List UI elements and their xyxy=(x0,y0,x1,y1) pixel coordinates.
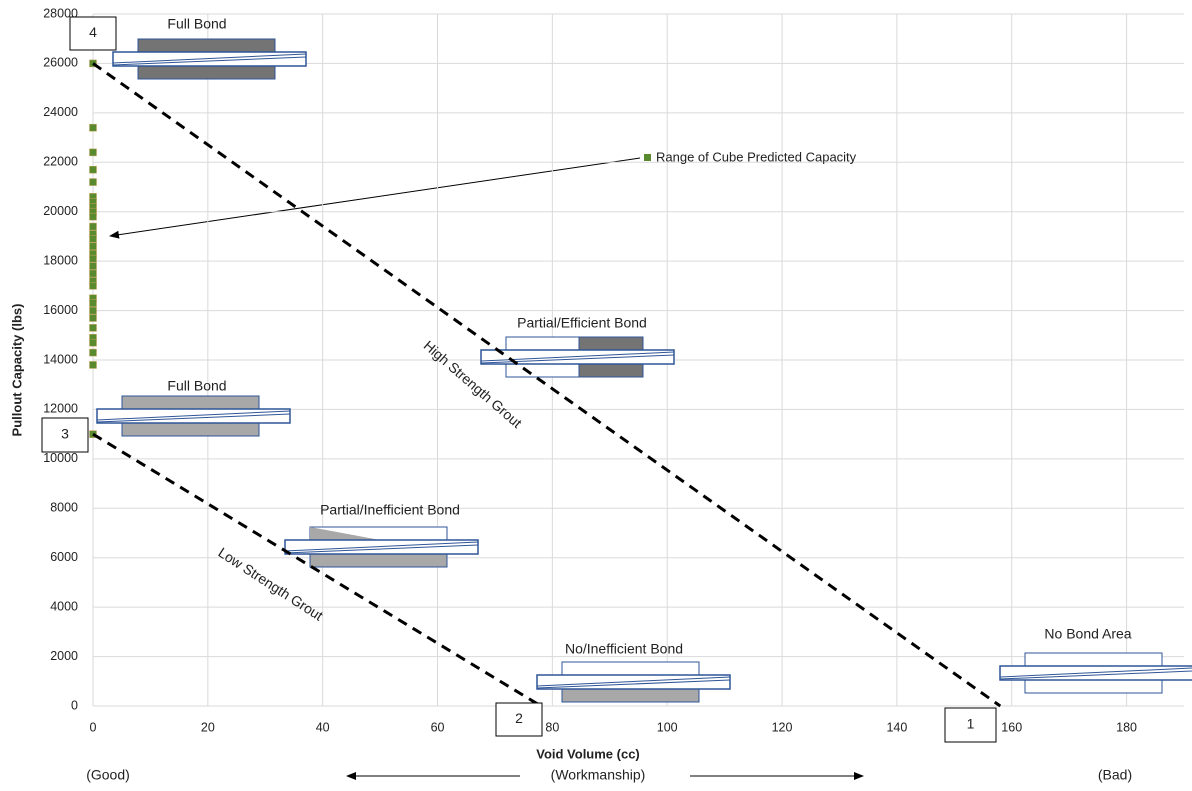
point-label: 1 xyxy=(967,716,975,732)
annotation: Partial/Efficient Bond xyxy=(517,315,647,331)
y-tick-label: 6000 xyxy=(50,550,78,564)
label-box xyxy=(41,417,89,453)
data-point xyxy=(89,123,97,132)
bond-block xyxy=(578,363,644,378)
rebar-rib xyxy=(284,541,479,552)
bond-block xyxy=(1024,652,1163,667)
bond-block xyxy=(121,395,260,410)
arrow xyxy=(109,157,641,239)
y-tick-label: 22000 xyxy=(43,155,78,169)
data-point xyxy=(89,269,97,278)
y-tick-label: 8000 xyxy=(50,501,78,515)
data-point xyxy=(89,306,97,315)
y-tick-label: 10000 xyxy=(43,451,78,465)
data-point xyxy=(89,254,97,263)
x-tick-label: 100 xyxy=(657,720,678,734)
label-box xyxy=(69,16,117,51)
data-point xyxy=(89,338,97,347)
annotation: (Workmanship) xyxy=(551,767,646,783)
point-label: 3 xyxy=(61,426,69,442)
annotation: No/Inefficient Bond xyxy=(565,641,683,657)
rebar-rib xyxy=(96,413,291,423)
annotation: Full Bond xyxy=(167,378,226,394)
rebar-rib xyxy=(999,670,1192,680)
x-axis-title: Void Volume (cc) xyxy=(536,746,640,761)
x-tick-label: 80 xyxy=(545,720,559,734)
rebar-rib xyxy=(999,667,1192,678)
bond-block xyxy=(561,688,700,703)
x-tick-label: 20 xyxy=(201,720,215,734)
y-tick-label: 26000 xyxy=(43,56,78,70)
legend-marker xyxy=(644,154,651,161)
bond-block xyxy=(505,363,580,378)
y-tick-label: 18000 xyxy=(43,253,78,267)
bond-block xyxy=(137,38,276,53)
annotation: Range of Cube Predicted Capacity xyxy=(656,149,857,164)
label-box xyxy=(944,707,997,743)
annotation: Partial/Inefficient Bond xyxy=(320,502,460,518)
point-label: 2 xyxy=(515,710,523,726)
annotation: No Bond Area xyxy=(1044,626,1131,642)
y-tick-label: 14000 xyxy=(43,352,78,366)
y-tick-label: 16000 xyxy=(43,303,78,317)
data-point xyxy=(89,178,97,186)
data-point xyxy=(89,324,97,332)
y-tick-label: 4000 xyxy=(50,599,78,613)
x-tick-label: 0 xyxy=(90,720,97,734)
bond-block xyxy=(137,65,276,80)
data-point xyxy=(89,299,97,307)
x-tick-label: 160 xyxy=(1001,720,1022,734)
x-tick-label: 180 xyxy=(1116,720,1137,734)
rebar-rib xyxy=(284,544,479,554)
data-point xyxy=(89,361,97,369)
x-tick-label: 120 xyxy=(772,720,793,734)
bond-block xyxy=(1024,679,1163,694)
bond-block xyxy=(561,661,700,676)
bond-void xyxy=(310,527,380,540)
bond-block xyxy=(309,553,448,568)
bond-block xyxy=(121,422,260,437)
rebar-rib xyxy=(536,679,731,689)
data-point xyxy=(89,262,97,270)
data-point xyxy=(89,148,97,157)
bond-block xyxy=(505,336,580,351)
data-point xyxy=(89,242,97,251)
trend-line xyxy=(92,432,542,708)
point-label: 4 xyxy=(89,24,97,40)
data-point xyxy=(89,165,97,174)
trend-line xyxy=(92,62,1002,708)
y-tick-label: 28000 xyxy=(43,6,78,20)
data-point xyxy=(89,314,97,322)
y-tick-label: 24000 xyxy=(43,105,78,119)
rebar-rib xyxy=(112,53,307,64)
rebar-rib xyxy=(96,410,291,421)
data-point xyxy=(89,222,97,231)
annotation: (Bad) xyxy=(1098,767,1132,783)
rebar-rib xyxy=(536,676,731,687)
y-tick-label: 0 xyxy=(71,698,78,712)
data-point xyxy=(89,282,97,290)
data-point xyxy=(89,235,97,243)
bond-block xyxy=(578,336,644,351)
rebar-rib xyxy=(112,56,307,66)
x-tick-label: 60 xyxy=(431,720,445,734)
y-tick-label: 12000 xyxy=(43,402,78,416)
y-tick-label: 2000 xyxy=(50,649,78,663)
annotation: Low Strength Grout xyxy=(215,544,326,624)
data-point xyxy=(89,212,97,221)
y-axis-title: Pullout Capacity (lbs) xyxy=(9,304,24,437)
x-tick-label: 40 xyxy=(316,720,330,734)
annotation: Full Bond xyxy=(167,16,226,32)
x-tick-label: 140 xyxy=(886,720,907,734)
annotation: (Good) xyxy=(86,767,130,783)
data-point xyxy=(89,348,97,357)
y-tick-label: 20000 xyxy=(43,204,78,218)
label-box xyxy=(495,702,543,737)
